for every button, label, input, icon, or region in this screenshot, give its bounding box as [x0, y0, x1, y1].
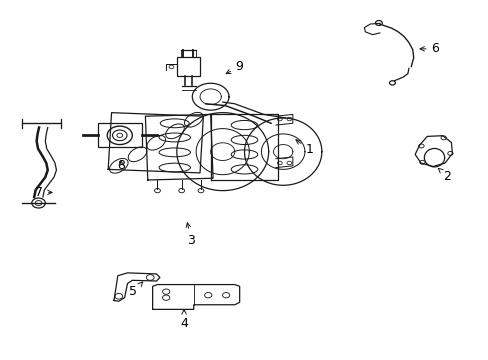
Text: 5: 5 — [129, 282, 142, 298]
Text: 9: 9 — [226, 60, 243, 74]
Text: 6: 6 — [419, 42, 439, 55]
Text: 3: 3 — [186, 223, 195, 247]
Text: 4: 4 — [180, 310, 187, 330]
Text: 1: 1 — [295, 140, 313, 156]
Text: 7: 7 — [35, 186, 52, 199]
Text: 8: 8 — [117, 159, 125, 172]
Text: 2: 2 — [437, 168, 450, 183]
